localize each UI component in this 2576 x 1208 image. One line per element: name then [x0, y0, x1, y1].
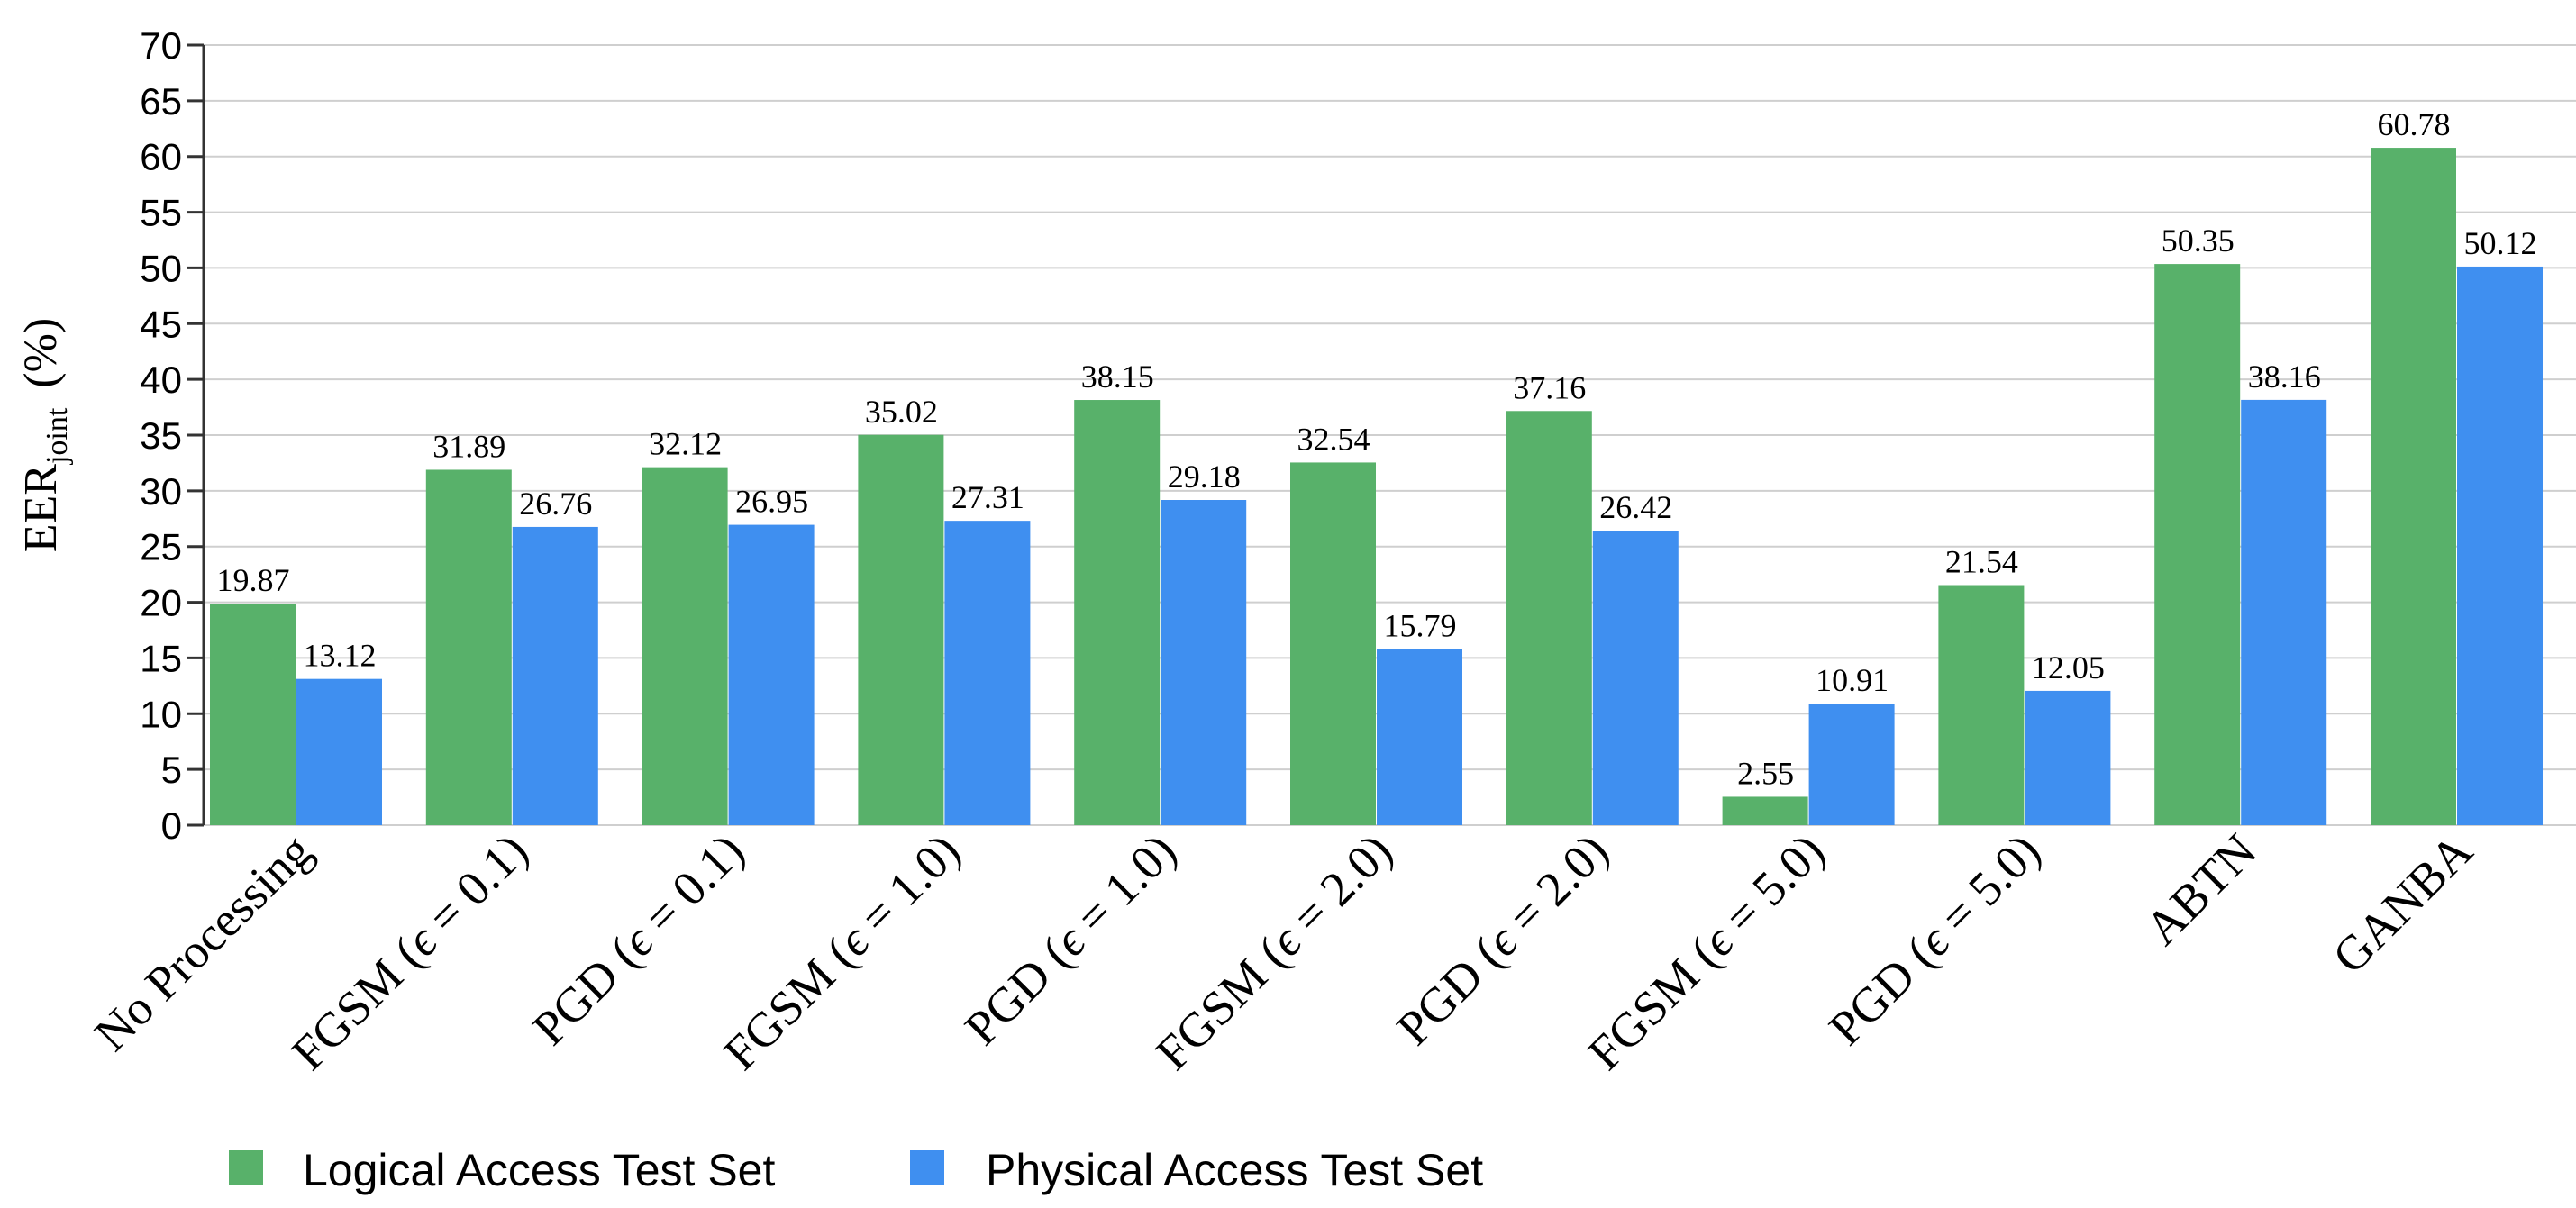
bar-logical-7: [1722, 796, 1808, 825]
data-label: 19.87: [217, 562, 290, 598]
bar-logical-3: [858, 434, 944, 825]
legend-swatch-physical-access: [910, 1150, 944, 1185]
y-axis-label-unit: (%): [15, 318, 67, 388]
y-tick-label: 65: [140, 80, 182, 123]
bar-logical-8: [1938, 585, 2025, 825]
bar-physical-0: [296, 678, 382, 825]
bar-logical-9: [2154, 264, 2241, 825]
bar-logical-10: [2371, 148, 2456, 825]
y-tick-label: 10: [140, 693, 182, 735]
data-label: 26.42: [1599, 489, 1672, 525]
data-label: 10.91: [1816, 662, 1889, 698]
data-label: 38.15: [1081, 359, 1154, 395]
y-tick-label: 0: [161, 804, 182, 847]
bar-physical-7: [1808, 704, 1895, 825]
bar-logical-6: [1506, 411, 1592, 825]
bar-logical-4: [1074, 400, 1161, 825]
bar-physical-1: [512, 526, 598, 825]
data-label: 21.54: [1945, 544, 2018, 580]
y-tick-label: 50: [140, 247, 182, 289]
y-tick-label: 60: [140, 136, 182, 178]
bar-logical-2: [642, 467, 728, 825]
data-label: 50.35: [2162, 223, 2235, 259]
y-axis: 0 5 10 15 20 25 30 35 40 45 50 55 60 65 70: [140, 24, 205, 847]
legend-swatch-logical-access: [229, 1150, 263, 1185]
data-label: 26.76: [519, 486, 592, 522]
x-tick-label: ABTN: [2135, 823, 2266, 955]
data-label: 15.79: [1384, 608, 1457, 644]
data-label: 31.89: [432, 428, 505, 464]
legend: Logical Access Test Set Physical Access …: [229, 1145, 1483, 1195]
y-axis-label-main: EER: [15, 464, 67, 553]
data-labels: 19.87 13.12 31.89 26.76 32.12 26.95 35.02 27.31…: [217, 106, 2537, 791]
y-axis-label: EERjoint (%): [15, 318, 74, 553]
y-tick-label: 55: [140, 192, 182, 234]
data-label: 35.02: [865, 394, 938, 430]
x-tick-label: PGD (ϵ = 5.0): [1818, 823, 2051, 1056]
bar-logical-0: [210, 604, 296, 825]
y-tick-label: 70: [140, 24, 182, 67]
bar-physical-2: [728, 524, 815, 825]
y-tick-label: 30: [140, 470, 182, 513]
data-label: 32.54: [1297, 421, 1370, 457]
y-tick-label: 5: [161, 749, 182, 791]
y-tick-label: 20: [140, 582, 182, 624]
data-label: 50.12: [2464, 225, 2537, 261]
bar-physical-5: [1377, 649, 1462, 825]
bar-physical-3: [944, 521, 1031, 825]
bar-logical-5: [1290, 462, 1376, 825]
bar-physical-10: [2457, 266, 2543, 826]
bar-physical-4: [1161, 500, 1247, 825]
y-axis-label-subscript: joint: [41, 407, 74, 465]
y-tick-label: 35: [140, 414, 182, 457]
y-tick-label: 25: [140, 526, 182, 568]
y-tick-label: 45: [140, 303, 182, 345]
bar-physical-6: [1592, 531, 1679, 825]
legend-label-logical-access: Logical Access Test Set: [303, 1145, 775, 1195]
gridlines: [204, 44, 2576, 826]
data-label: 13.12: [304, 638, 377, 674]
x-tick-label: GANBA: [2322, 823, 2482, 984]
data-label: 27.31: [951, 479, 1024, 515]
data-label: 29.18: [1168, 459, 1241, 495]
y-tick-label: 40: [140, 359, 182, 401]
bar-logical-1: [425, 469, 512, 825]
data-label: 26.95: [735, 484, 808, 520]
bar-physical-8: [2025, 690, 2111, 825]
data-label: 37.16: [1513, 369, 1586, 405]
bar-physical-9: [2241, 399, 2327, 825]
data-label: 38.16: [2248, 359, 2321, 395]
data-label: 32.12: [649, 426, 722, 462]
legend-label-physical-access: Physical Access Test Set: [986, 1145, 1483, 1195]
data-label: 60.78: [2378, 106, 2451, 142]
x-tick-label: No Processing: [84, 823, 322, 1061]
data-label: 2.55: [1737, 755, 1794, 791]
x-tick-label: PGD (ϵ = 2.0): [1387, 823, 1619, 1056]
y-tick-label: 15: [140, 637, 182, 679]
x-tick-label: PGD (ϵ = 1.0): [954, 823, 1187, 1056]
bars: [210, 148, 2543, 826]
data-label: 12.05: [2032, 649, 2105, 686]
x-tick-label: PGD (ϵ = 0.1): [523, 823, 755, 1056]
